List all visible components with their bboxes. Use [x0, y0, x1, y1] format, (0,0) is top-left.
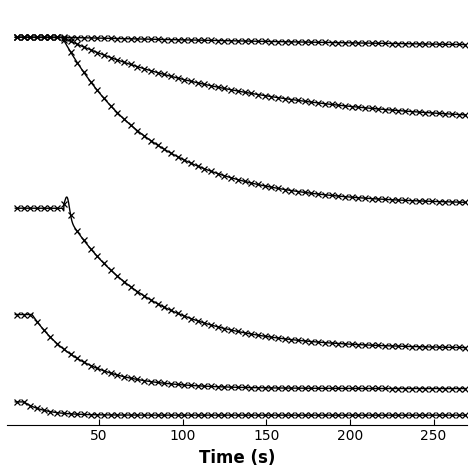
- X-axis label: Time (s): Time (s): [199, 449, 275, 467]
